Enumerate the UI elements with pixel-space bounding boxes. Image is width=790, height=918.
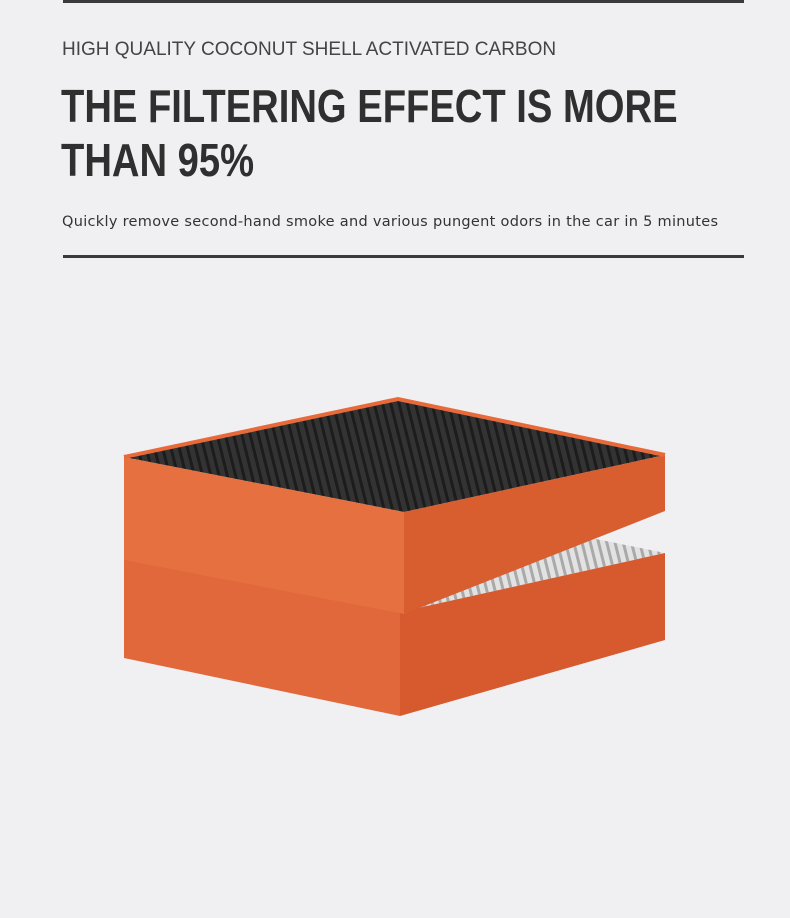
- headline-line-1: THE FILTERING EFFECT IS MORE: [61, 80, 678, 132]
- description-text: Quickly remove second-hand smoke and var…: [62, 214, 719, 230]
- kicker-text: HIGH QUALITY COCONUT SHELL ACTIVATED CAR…: [62, 39, 557, 60]
- top-divider: [63, 0, 744, 3]
- headline-line-2: THAN 95%: [61, 134, 255, 186]
- carbon-filter-layer: [123, 396, 666, 614]
- bottom-divider: [63, 255, 744, 258]
